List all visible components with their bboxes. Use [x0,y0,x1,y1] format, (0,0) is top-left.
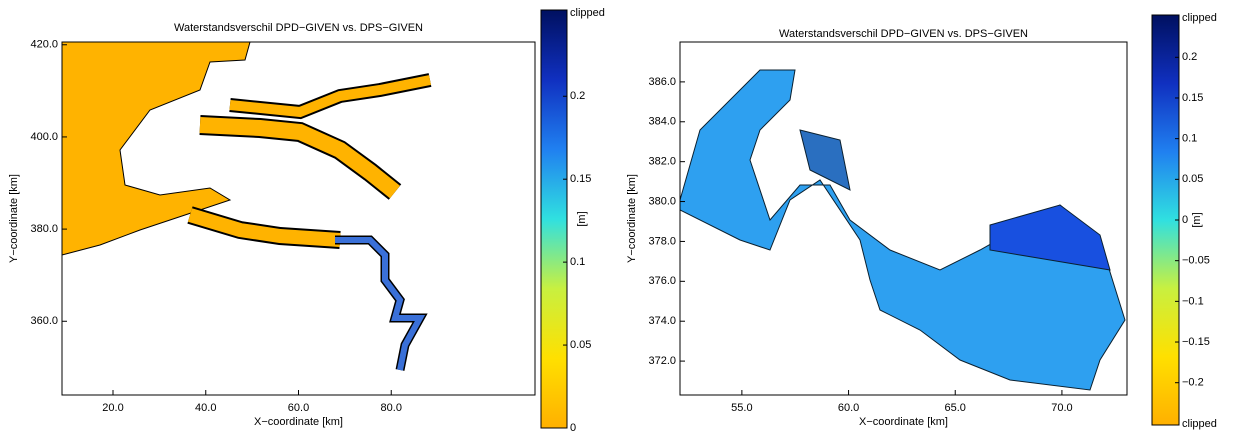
colorbar-tick-label: −0.15 [1182,336,1210,348]
x-tick-label: 20.0 [102,402,123,414]
colorbar-tick-label: 0.2 [1182,51,1197,63]
map-area [199,117,400,199]
map-area [799,129,851,191]
axes-box [679,41,1128,396]
colorbar-tick-label: −0.2 [1182,377,1204,389]
colorbar [540,9,568,429]
map-area [187,208,341,247]
x-tick-label: 65.0 [945,402,966,414]
map-area [335,237,426,371]
colorbar-bottom-label: clipped [1182,418,1217,430]
y-tick-label: 382.0 [648,156,676,168]
y-tick-label: 420.0 [30,39,58,51]
y-tick-label: 380.0 [648,195,676,207]
colorbar-tick-label: 0 [570,422,576,432]
y-tick-label: 380.0 [30,223,58,235]
y-tick-label: 376.0 [648,275,676,287]
x-axis-label: X−coordinate [km] [254,416,343,428]
right-map [679,69,1126,391]
chart-title: Waterstandsverschil DPD−GIVEN vs. DPS−GI… [174,22,423,34]
y-tick-label: 372.0 [648,355,676,367]
y-axis-label: Y−coordinate [km] [626,174,638,263]
colorbar-tick-label: −0.1 [1182,295,1204,307]
colorbar-top-label: clipped [570,7,605,19]
colorbar-tick-label: 0.05 [570,339,591,351]
x-tick-label: 60.0 [288,402,309,414]
x-tick-label: 80.0 [381,402,402,414]
colorbar-label: [m] [1191,212,1203,227]
colorbar-tick-label: 0.2 [570,90,585,102]
x-axis-label: X−coordinate [km] [859,416,948,428]
colorbar-tick-label: 0.1 [570,256,585,268]
x-tick-label: 70.0 [1051,402,1072,414]
x-tick-label: 60.0 [838,402,859,414]
colorbar-top-label: clipped [1182,12,1217,24]
map-outline [335,235,428,371]
map-area [61,41,251,256]
y-tick-label: 374.0 [648,315,676,327]
colorbar-tick-label: 0.05 [1182,173,1203,185]
map-area [229,75,431,118]
colorbar [1151,14,1180,426]
y-tick-label: 400.0 [30,131,58,143]
chart-title: Waterstandsverschil DPD−GIVEN vs. DPS−GI… [779,28,1028,40]
colorbar-label: [m] [576,211,588,226]
map-area [989,204,1111,271]
left-map [61,41,432,371]
colorbar-tick-label: 0 [1182,214,1188,226]
y-tick-label: 378.0 [648,235,676,247]
y-tick-label: 384.0 [648,116,676,128]
x-tick-label: 55.0 [731,402,752,414]
colorbar-tick-label: 0.1 [1182,133,1197,145]
x-tick-label: 40.0 [195,402,216,414]
colorbar-tick-label: 0.15 [570,173,591,185]
colorbar-tick-label: 0.15 [1182,92,1203,104]
y-tick-label: 386.0 [648,76,676,88]
colorbar-tick-label: −0.05 [1182,255,1210,267]
y-tick-label: 360.0 [30,315,58,327]
y-axis-label: Y−coordinate [km] [8,174,20,263]
